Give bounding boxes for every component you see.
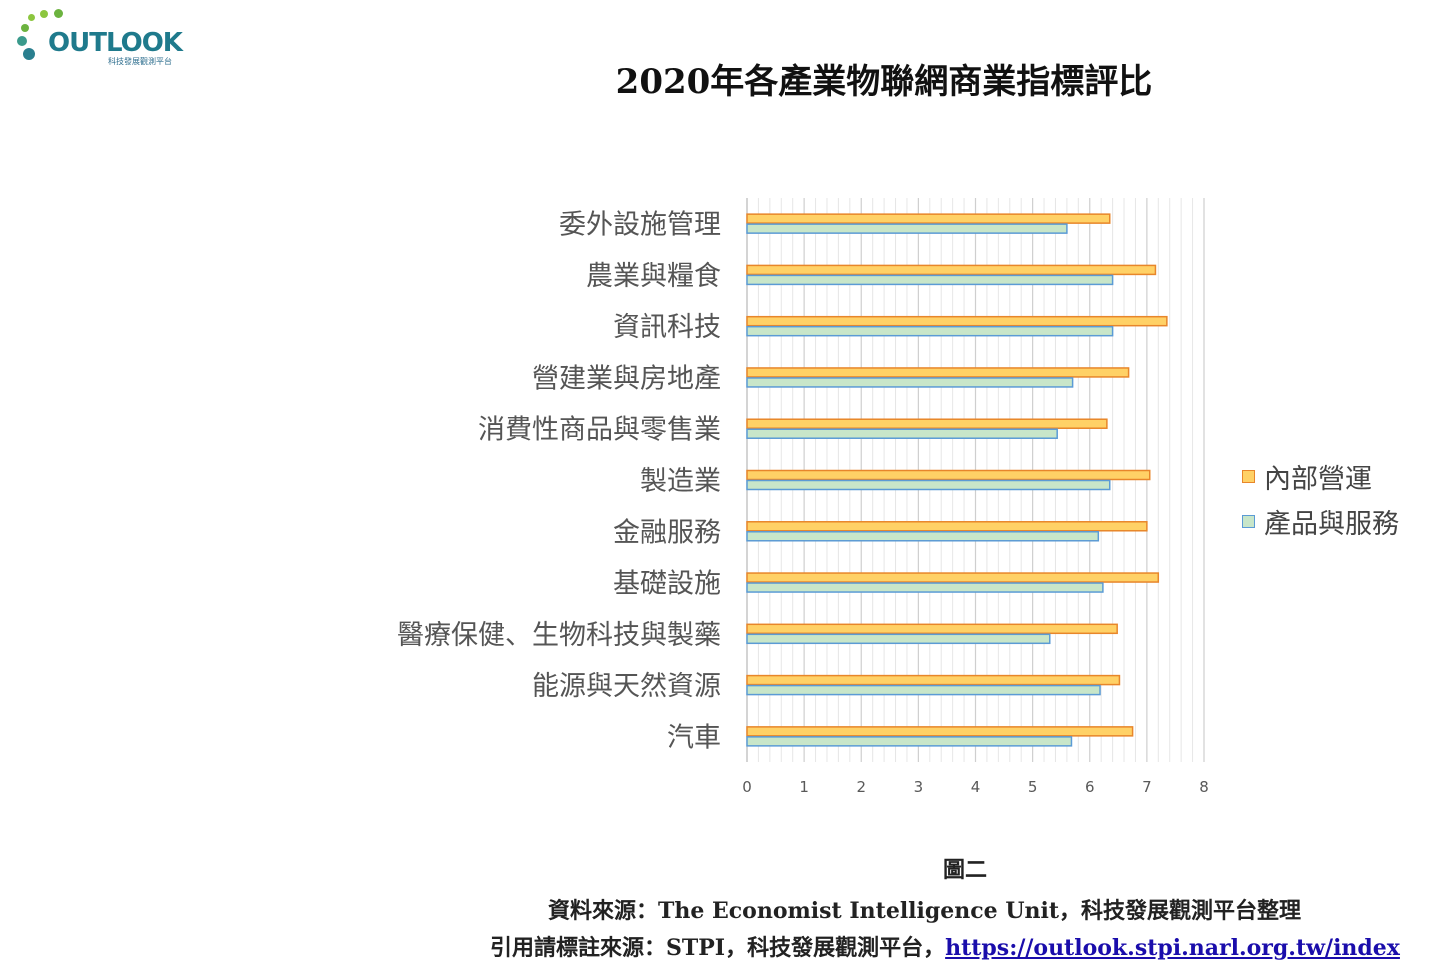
legend-item-product: 產品與服務 bbox=[1242, 499, 1399, 544]
bar-product bbox=[746, 377, 1074, 388]
bar-product bbox=[746, 274, 1114, 286]
x-tick-label: 1 bbox=[799, 778, 809, 796]
x-tick-label: 7 bbox=[1142, 778, 1152, 796]
category-label: 農業與糧食 bbox=[586, 261, 721, 292]
x-tick-label: 4 bbox=[971, 778, 981, 796]
bar-product bbox=[746, 684, 1101, 696]
bar-product bbox=[746, 582, 1104, 593]
x-tick-label: 8 bbox=[1199, 778, 1209, 796]
bar-product bbox=[746, 531, 1100, 542]
citation-prefix: 引用請標註來源：STPI，科技發展觀測平台， bbox=[490, 935, 946, 961]
bar-product bbox=[746, 479, 1111, 491]
bar-internal bbox=[746, 623, 1118, 635]
legend-label-product: 產品與服務 bbox=[1264, 509, 1399, 540]
bar-product bbox=[746, 736, 1073, 747]
x-tick-label: 2 bbox=[856, 778, 866, 796]
bar-internal bbox=[746, 726, 1134, 737]
category-label: 委外設施管理 bbox=[559, 210, 721, 241]
outlook-logo: OUTLOOK 科技發展觀測平台 bbox=[14, 8, 194, 70]
citation-link[interactable]: https://outlook.stpi.narl.org.tw/index bbox=[945, 935, 1400, 961]
bar-product bbox=[746, 633, 1051, 645]
bar-internal bbox=[746, 213, 1111, 224]
bar-internal bbox=[746, 315, 1168, 327]
category-label: 汽車 bbox=[667, 722, 721, 753]
bar-internal bbox=[746, 521, 1148, 532]
category-label: 製造業 bbox=[640, 466, 721, 497]
figure-caption: 圖二 bbox=[942, 857, 987, 883]
legend-swatch-product bbox=[1242, 515, 1255, 528]
logo-text: OUTLOOK bbox=[48, 28, 183, 58]
category-label: 醫療保健、生物科技與製藥 bbox=[397, 620, 721, 651]
x-tick-label: 3 bbox=[914, 778, 924, 796]
bar-product bbox=[746, 223, 1068, 234]
bar-internal bbox=[746, 367, 1130, 378]
category-label: 營建業與房地產 bbox=[532, 363, 721, 394]
x-tick-label: 6 bbox=[1085, 778, 1095, 796]
category-label: 能源與天然資源 bbox=[532, 671, 721, 702]
legend-item-internal: 內部營運 bbox=[1242, 454, 1399, 499]
legend-label-internal: 內部營運 bbox=[1264, 464, 1372, 495]
source-text: 資料來源：The Economist Intelligence Unit，科技發… bbox=[548, 898, 1302, 924]
citation: 引用請標註來源：STPI，科技發展觀測平台，https://outlook.st… bbox=[490, 930, 1400, 962]
x-tick-label: 5 bbox=[1028, 778, 1038, 796]
bar-product bbox=[746, 325, 1114, 337]
bar-internal bbox=[746, 469, 1151, 481]
bar-internal bbox=[746, 572, 1160, 583]
bar-product bbox=[746, 428, 1058, 439]
category-label: 金融服務 bbox=[613, 517, 721, 548]
bar-internal bbox=[746, 264, 1157, 276]
category-label: 資訊科技 bbox=[613, 312, 721, 343]
legend-swatch-internal bbox=[1242, 470, 1255, 483]
category-label: 基礎設施 bbox=[613, 569, 721, 600]
chart-title: 2020年各產業物聯網商業指標評比 bbox=[615, 62, 1153, 102]
category-label: 消費性商品與零售業 bbox=[478, 415, 721, 446]
logo-subtitle: 科技發展觀測平台 bbox=[108, 57, 172, 66]
x-tick-label: 0 bbox=[742, 778, 752, 796]
bar-internal bbox=[746, 674, 1121, 686]
bar-internal bbox=[746, 418, 1108, 429]
chart-legend: 內部營運 產品與服務 bbox=[1242, 454, 1399, 544]
